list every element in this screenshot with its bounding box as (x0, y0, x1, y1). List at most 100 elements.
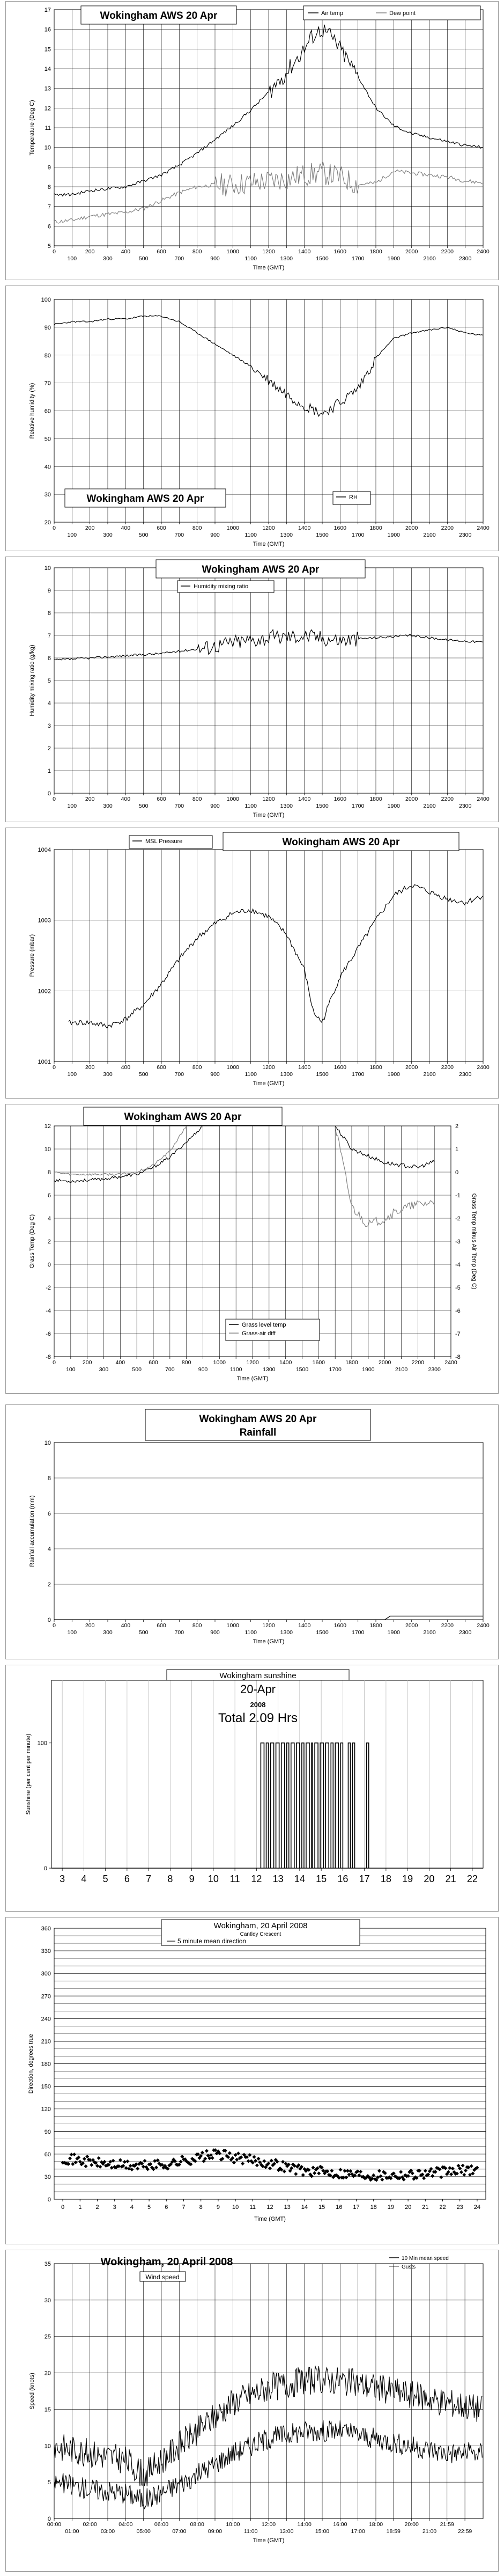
y-tick-label: 50 (45, 436, 51, 442)
x-tick-label: 13 (284, 2204, 291, 2211)
direction-point (72, 2152, 77, 2156)
x-tick-label: 16:00 (333, 2521, 347, 2528)
direction-point (282, 2169, 286, 2174)
y-tick-label: 360 (41, 1926, 51, 1932)
direction-point (239, 2155, 243, 2160)
direction-point (227, 2151, 232, 2155)
x-axis-label: Time (GMT) (253, 541, 285, 547)
rh-line (54, 314, 484, 418)
x-tick-label: 1100 (230, 1366, 242, 1373)
x-tick-label: 1500 (316, 803, 329, 809)
chart-title: Wokingham AWS 20 Apr (283, 837, 400, 848)
x-tick-label: 800 (182, 1359, 191, 1366)
dew-point-line (54, 162, 484, 224)
x-tick-label: 1600 (334, 525, 347, 531)
mixing-ratio-panel: 0 1 2 3 4 5 6 7 8 9 10 0 200 400 600 800 1000 1200 1400 160… (5, 557, 499, 822)
y-tick-label: 13 (45, 86, 51, 92)
x-tick-label: 1300 (280, 532, 293, 538)
x-tick-label: 800 (192, 1064, 202, 1071)
grass-temp-line (54, 1126, 203, 1183)
x-tick-label: 1100 (244, 1629, 257, 1636)
sunshine-burst (260, 1742, 265, 1868)
sunshine-burst (340, 1742, 344, 1868)
legend (225, 1319, 320, 1341)
direction-point (94, 2161, 98, 2165)
x-tick-label: 1 (78, 2204, 81, 2211)
x-tick-label: 19 (388, 2204, 394, 2211)
direction-point (255, 2163, 259, 2168)
legend-label: 5 minute mean direction (177, 1937, 246, 1945)
direction-point (410, 2171, 414, 2176)
direction-point (268, 2166, 272, 2170)
y2-tick-label: -6 (455, 1308, 461, 1314)
x-tick-label: 500 (139, 1629, 149, 1636)
x-tick-label: 2000 (405, 1622, 418, 1629)
x-tick-label: 11:00 (244, 2528, 258, 2535)
plot-frame (54, 299, 484, 523)
x-tick-label: 200 (85, 796, 95, 802)
y-axis-label: Sunshine (per cent per minute) (25, 1733, 32, 1814)
x-tick-label: 1700 (352, 1071, 365, 1078)
y-tick-label: 10 (45, 565, 51, 572)
x-tick-label: 21:00 (423, 2528, 436, 2535)
x-tick-label: 1400 (298, 525, 311, 531)
x-tick-label: 4 (130, 2204, 134, 2211)
y-tick-label: 210 (41, 2038, 51, 2045)
sunshine-burst (270, 1742, 275, 1868)
pressure-chart: 1001 1002 1003 1004 0 200 400 600 800 1000 1200 140… (29, 832, 490, 1087)
x-tick-label: 15 (316, 1874, 327, 1884)
x-tick-label: 900 (210, 803, 220, 809)
x-tick-label: 1200 (262, 1622, 275, 1629)
y-tick-label: 60 (45, 408, 51, 415)
x-tick-label: 12:00 (262, 2521, 276, 2528)
direction-point (344, 2175, 349, 2179)
x-tick-label: 300 (103, 1071, 113, 1078)
y-tick-label: 4 (48, 1546, 51, 1553)
x-tick-label: 10 (232, 2204, 239, 2211)
x-tick-label: 5 (147, 2204, 151, 2211)
direction-point (475, 2165, 479, 2170)
x-tick-label: 1200 (262, 525, 275, 531)
direction-point (347, 2172, 351, 2177)
x-tick-label: 00:00 (47, 2521, 61, 2528)
x-tick-label: 24 (474, 2204, 480, 2211)
legend-label: Gusts (402, 2264, 416, 2270)
direction-point (299, 2165, 304, 2169)
wind-direction-panel: 0 30 60 90 120 150 180 210 240 270 300 330 360 0 1 2 3 4 5… (5, 1917, 499, 2244)
x-tick-label: 06:00 (154, 2521, 168, 2528)
x-tick-label: 20:00 (405, 2521, 419, 2528)
y-tick-label: 15 (45, 2406, 51, 2413)
x-tick-label: 700 (165, 1366, 175, 1373)
y-axis-label: Pressure (mbar) (29, 934, 35, 977)
direction-point (269, 2158, 273, 2163)
y-tick-label: 16 (45, 27, 51, 33)
y-tick-label: 5 (48, 243, 51, 250)
direction-point (84, 2164, 88, 2169)
plot-frame (51, 1680, 484, 1869)
x-tick-label: 22 (439, 2204, 446, 2211)
pressure-panel: 1001 1002 1003 1004 0 200 400 600 800 1000 1200 140… (5, 828, 499, 1099)
x-tick-label: 03:00 (101, 2528, 115, 2535)
x-tick-label: 800 (192, 1622, 202, 1629)
x-tick-label: 2100 (395, 1366, 408, 1373)
y-tick-label: 2 (48, 745, 51, 752)
direction-point (376, 2175, 380, 2179)
x-tick-label: 900 (210, 255, 220, 262)
direction-point (418, 2169, 422, 2173)
y-tick-label: 0 (48, 1617, 51, 1623)
direction-point (98, 2164, 102, 2169)
x-tick-label: 1600 (334, 248, 347, 255)
x-tick-label: 1000 (227, 1064, 240, 1071)
grass-air-diff-line (335, 1126, 435, 1227)
x-tick-label: 400 (121, 525, 131, 531)
x-tick-label: 2200 (441, 525, 454, 531)
direction-point (439, 2175, 443, 2179)
direction-point (124, 2166, 128, 2170)
y-tick-label: 1002 (38, 988, 51, 994)
chart-subtitle-box (139, 2271, 186, 2282)
direction-point (203, 2156, 207, 2161)
x-tick-label: 4 (81, 1874, 86, 1884)
x-tick-label: 1600 (313, 1359, 325, 1366)
x-tick-label: 0 (53, 248, 56, 255)
x-tick-label: 200 (85, 1064, 95, 1071)
